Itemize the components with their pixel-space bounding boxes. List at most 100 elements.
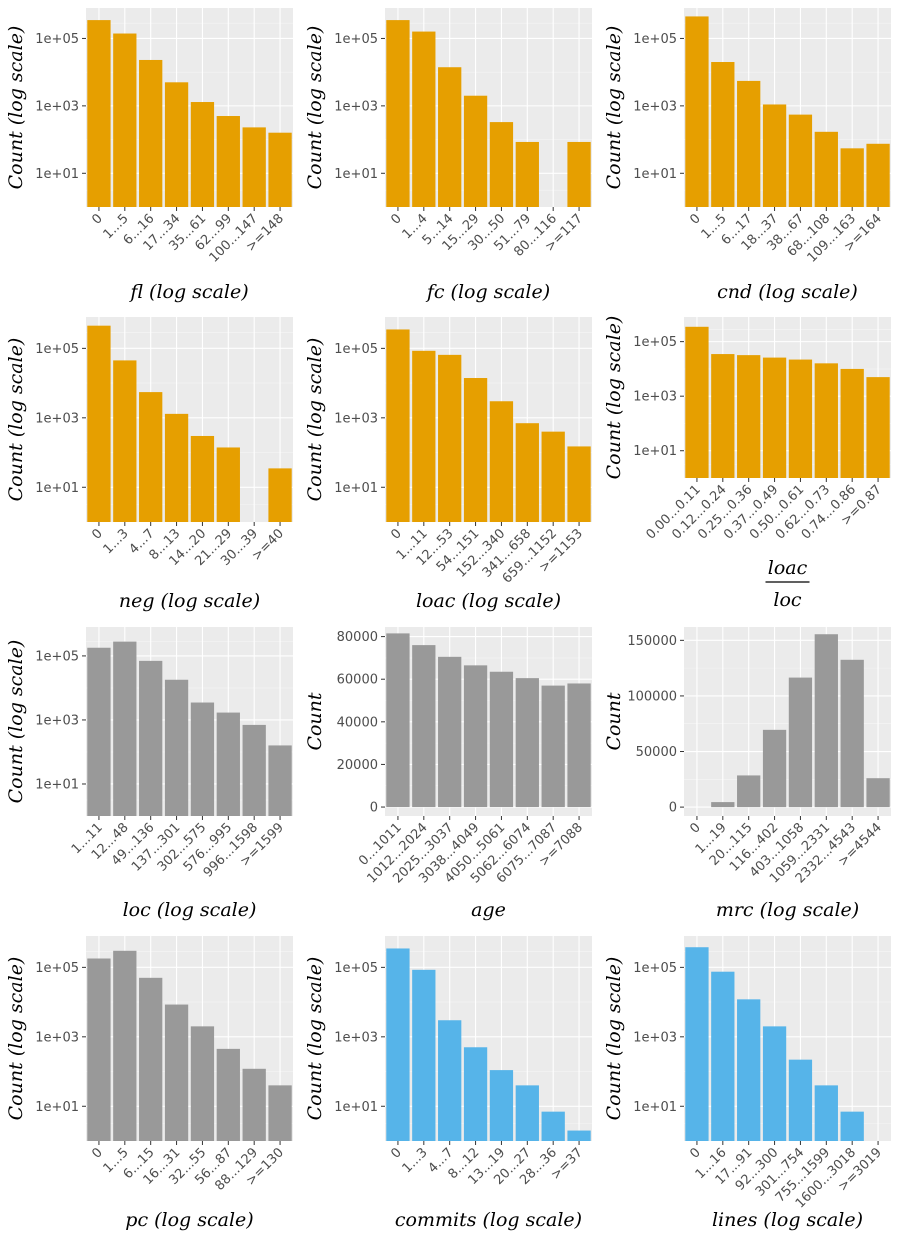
bar-0 <box>87 647 111 816</box>
y-tick-label: 1e+01 <box>334 1100 378 1115</box>
y-tick-label: 1e+05 <box>633 32 677 47</box>
y-tick-label: 1e+05 <box>633 335 677 350</box>
chart-panel-6: 1e+011e+031e+051...1112...4849...136137.… <box>5 627 293 921</box>
bar-1 <box>113 641 137 816</box>
y-tick-label: 1e+03 <box>35 99 79 114</box>
bar-4 <box>489 1070 514 1141</box>
y-tick-label: 1e+03 <box>633 1030 677 1045</box>
bar-4 <box>489 122 514 207</box>
bar-6 <box>242 127 266 207</box>
bar-2 <box>438 67 462 208</box>
x-axis-title-denominator: loc <box>773 589 802 611</box>
bar-0 <box>685 947 709 1141</box>
y-axis-title: Count (log scale) <box>304 957 326 1121</box>
bar-3 <box>762 357 787 478</box>
bar-1 <box>412 645 436 808</box>
y-axis-title: Count <box>603 692 625 750</box>
y-tick-label: 60000 <box>337 673 378 688</box>
bar-4 <box>788 359 813 478</box>
bar-7 <box>268 468 292 522</box>
bar-6 <box>840 659 864 808</box>
chart-panel-11: 1e+011e+031e+0501...1617...9192...300301… <box>603 936 891 1231</box>
bar-4 <box>190 1026 215 1141</box>
bar-7 <box>866 143 890 207</box>
bar-4 <box>788 1059 813 1141</box>
bar-5 <box>814 131 838 207</box>
bar-1 <box>711 354 735 478</box>
bar-3 <box>164 679 189 816</box>
bar-5 <box>515 423 539 522</box>
bar-3 <box>463 1047 488 1141</box>
y-tick-label: 1e+01 <box>35 167 79 182</box>
bar-3 <box>463 378 488 522</box>
x-axis-title: fc (log scale) <box>425 281 550 303</box>
bar-1 <box>711 802 735 808</box>
bar-7 <box>268 745 292 816</box>
y-tick-label: 20000 <box>337 758 378 773</box>
bar-7 <box>567 1130 591 1141</box>
chart-panel-3: 1e+011e+031e+0501...34...78...1314...202… <box>5 317 293 612</box>
x-axis-title: loac (log scale) <box>416 590 561 612</box>
x-tick-label: 1...3 <box>101 526 132 557</box>
y-tick-label: 0 <box>370 801 378 816</box>
bar-1 <box>412 350 436 522</box>
bar-0 <box>386 329 410 522</box>
y-axis-title: Count (log scale) <box>304 26 326 190</box>
bar-7 <box>567 683 591 808</box>
bar-5 <box>515 141 539 207</box>
bar-2 <box>737 999 761 1141</box>
y-tick-label: 1e+03 <box>633 99 677 114</box>
chart-panel-0: 1e+011e+031e+0501...56...1617...3435...6… <box>5 8 293 303</box>
bar-2 <box>737 80 761 207</box>
bar-1 <box>113 360 137 522</box>
bar-2 <box>139 59 163 207</box>
bar-0 <box>386 20 410 208</box>
bar-7 <box>866 377 890 478</box>
x-tick-label: 0 <box>687 1145 703 1161</box>
bar-7 <box>567 141 591 207</box>
bar-5 <box>216 1048 240 1141</box>
bar-5 <box>216 712 240 816</box>
x-tick-label: 1...3 <box>400 1145 431 1176</box>
bar-2 <box>139 392 163 522</box>
y-axis-title: Count (log scale) <box>5 640 27 804</box>
y-tick-label: 1e+03 <box>35 1030 79 1045</box>
chart-panel-1: 1e+011e+031e+0501...45...1415...2930...5… <box>304 8 592 303</box>
x-axis-title: commits (log scale) <box>395 1209 582 1231</box>
y-tick-label: 1e+05 <box>35 649 79 664</box>
x-axis-title: loc (log scale) <box>123 899 257 921</box>
bar-7 <box>268 132 292 207</box>
y-tick-label: 1e+01 <box>633 1100 677 1115</box>
bar-2 <box>139 660 163 816</box>
bar-7 <box>567 446 591 522</box>
bar-0 <box>685 326 709 478</box>
y-tick-label: 1e+03 <box>633 390 677 405</box>
y-tick-label: 1e+01 <box>633 167 677 182</box>
y-tick-label: 50000 <box>636 745 677 760</box>
bar-6 <box>242 1068 266 1141</box>
x-axis-title-numerator: loac <box>768 557 808 579</box>
bar-6 <box>840 1111 864 1141</box>
bar-2 <box>139 977 163 1141</box>
y-tick-label: 0 <box>669 801 677 816</box>
y-tick-label: 150000 <box>627 634 677 649</box>
x-tick-label: 0 <box>89 211 105 227</box>
chart-panel-5: 1e+011e+031e+050.00...0.110.12...0.240.2… <box>603 316 891 611</box>
y-tick-label: 1e+05 <box>35 342 79 357</box>
bar-6 <box>541 685 565 808</box>
x-tick-label: 0 <box>687 211 703 227</box>
y-tick-label: 1e+01 <box>35 481 79 496</box>
y-tick-label: 1e+01 <box>334 167 378 182</box>
x-tick-label: 0 <box>687 820 703 836</box>
bar-5 <box>216 447 240 522</box>
bar-7 <box>268 1085 292 1141</box>
chart-panel-4: 1e+011e+031e+0501...1112...5354...151152… <box>304 317 592 612</box>
y-tick-label: 1e+05 <box>334 961 378 976</box>
bar-3 <box>164 82 189 207</box>
bar-5 <box>216 116 240 207</box>
chart-panel-8: 05000010000015000001...1920...115116...4… <box>603 627 891 921</box>
bar-1 <box>412 969 436 1141</box>
y-tick-label: 1e+03 <box>334 411 378 426</box>
bar-7 <box>866 778 890 808</box>
